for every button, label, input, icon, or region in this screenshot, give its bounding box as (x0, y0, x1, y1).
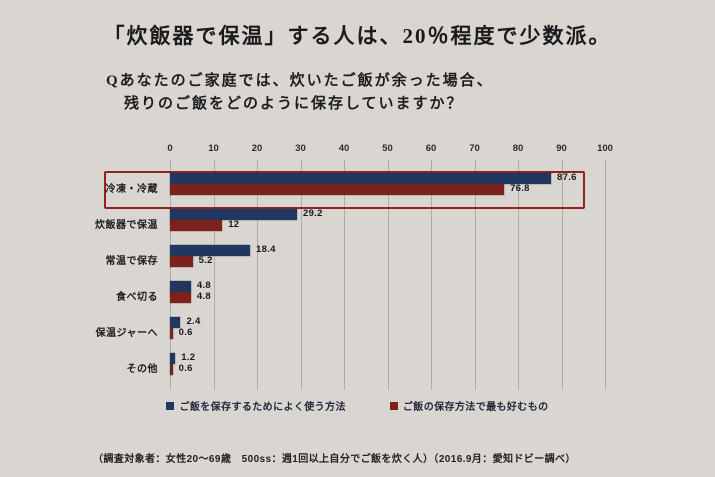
x-axis-tick-0: 0 (167, 143, 173, 154)
x-axis-tick-30: 30 (295, 143, 306, 154)
value-label-red-2: 5.2 (198, 255, 213, 266)
slide-title: 「炊飯器で保温」する人は、20％程度で少数派。 (103, 24, 612, 48)
legend-item-0: ご飯を保存するためによく使う方法 (166, 398, 345, 413)
bar-blue-3 (170, 281, 191, 292)
category-label-5: その他 (126, 364, 158, 375)
bar-red-0 (170, 184, 505, 195)
value-label-red-0: 76.8 (510, 183, 530, 194)
value-label-blue-1: 29.2 (303, 208, 323, 219)
gridline-40 (344, 160, 345, 390)
bar-blue-2 (170, 245, 251, 256)
gridline-60 (431, 160, 432, 390)
x-axis-tick-80: 80 (512, 143, 524, 154)
legend-swatch-red (389, 401, 398, 410)
category-label-4: 保温ジャーへ (95, 328, 158, 339)
bar-blue-4 (170, 317, 181, 328)
category-label-1: 炊飯器で保温 (95, 220, 158, 231)
x-axis-tick-40: 40 (338, 143, 350, 154)
value-label-red-4: 0.6 (178, 327, 193, 338)
gridline-100 (605, 160, 606, 390)
category-label-2: 常温で保存 (105, 256, 158, 267)
x-axis-tick-20: 20 (251, 143, 263, 154)
bar-blue-5 (170, 353, 176, 364)
x-axis-tick-70: 70 (469, 143, 480, 154)
bar-red-5 (170, 364, 173, 375)
value-label-blue-5: 1.2 (181, 352, 196, 363)
gridline-30 (300, 160, 302, 390)
gridline-10 (213, 160, 215, 390)
gridline-20 (257, 160, 258, 390)
value-label-red-5: 0.6 (178, 363, 193, 374)
bar-blue-1 (170, 209, 298, 220)
category-label-0: 冷凍・冷蔵 (105, 184, 158, 195)
highlight-box (104, 171, 585, 209)
question-line-1: Qあなたのご家庭では、炊いたご飯が余った場合、 (106, 73, 494, 89)
survey-footnote: （調査対象者：女性20～69歳 500ss：週1回以上自分でご飯を炊く人）（20… (93, 454, 576, 465)
x-axis-tick-90: 90 (556, 143, 567, 154)
gridline-90 (561, 160, 563, 390)
gridline-50 (387, 160, 389, 390)
gridline-80 (518, 160, 519, 390)
bar-blue-0 (170, 173, 552, 184)
x-axis-tick-10: 10 (208, 143, 219, 154)
survey-question: Qあなたのご家庭では、炊いたご飯が余った場合、 残りのご飯をどのように保存してい… (106, 70, 494, 117)
bar-red-1 (170, 220, 223, 231)
question-line-2: 残りのご飯をどのように保存していますか？ (124, 96, 464, 113)
legend-item-1: ご飯の保存方法で最も好むもの (389, 398, 549, 413)
value-label-red-3: 4.8 (196, 291, 211, 302)
x-axis-tick-100: 100 (597, 143, 613, 154)
bar-red-2 (170, 256, 193, 267)
value-label-blue-4: 2.4 (186, 316, 201, 327)
x-axis-tick-50: 50 (382, 143, 393, 154)
gridline-70 (474, 160, 476, 390)
value-label-blue-3: 4.8 (196, 280, 211, 291)
legend-label-0: ご飯を保存するためによく使う方法 (179, 402, 346, 413)
value-label-blue-2: 18.4 (256, 244, 276, 255)
chart-legend: ご飯を保存するためによく使う方法 ご飯の保存方法で最も好むもの (0, 398, 715, 413)
bar-red-4 (170, 328, 173, 339)
gridline-0 (170, 160, 171, 390)
bar-red-3 (170, 292, 191, 303)
value-label-blue-0: 87.6 (557, 172, 577, 183)
x-axis-tick-60: 60 (425, 143, 437, 154)
category-label-3: 食べ切る (116, 292, 158, 303)
legend-swatch-blue (166, 401, 175, 410)
value-label-red-1: 12 (228, 219, 240, 230)
legend-label-1: ご飯の保存方法で最も好むもの (402, 402, 549, 413)
